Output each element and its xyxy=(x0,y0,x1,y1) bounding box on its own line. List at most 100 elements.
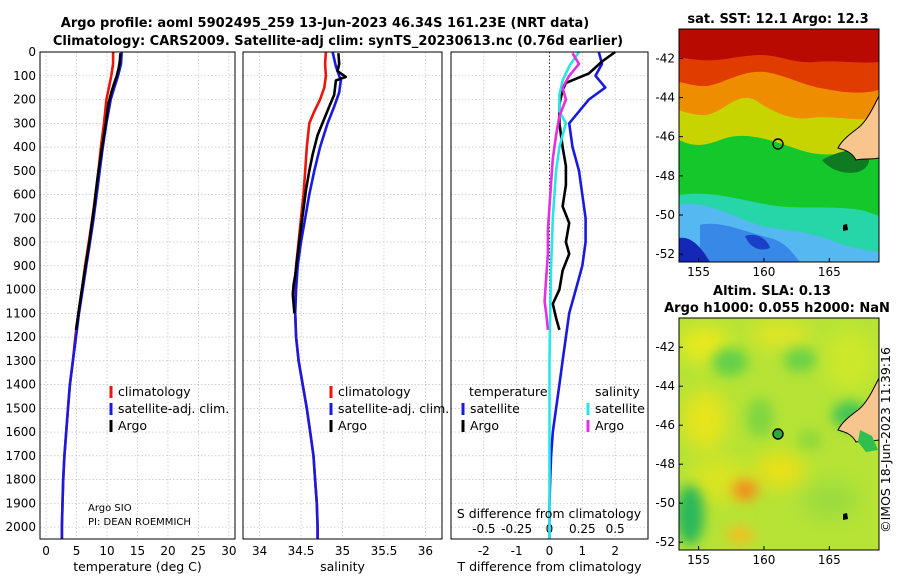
difference-panel: -2 -1 0 1 2-0.5 -0.25 0 0.25 0.5T difference fro… xyxy=(450,50,649,574)
sst-map-title: sat. SST: 12.1 Argo: 12.3 xyxy=(687,12,868,27)
legend-label-climatology: climatology xyxy=(118,384,191,399)
panel-frame xyxy=(450,51,649,540)
series-line-s-argo xyxy=(543,52,581,331)
y-tick-label: 700 xyxy=(13,211,36,225)
y-tick-label: 1800 xyxy=(5,473,36,487)
figure-title-line1: Argo profile: aoml 5902495_259 13-Jun-20… xyxy=(61,16,589,31)
legend-label-s-argo: Argo xyxy=(595,418,624,433)
salinity-legend: climatology satellite-adj. clim. Argo xyxy=(329,384,449,433)
x-tick-label: 2 xyxy=(611,544,619,558)
series-line-satellite-adj-clim- xyxy=(293,51,343,539)
temperature-legend: climatology satellite-adj. clim. Argo xyxy=(109,384,229,433)
panel-frame xyxy=(39,51,236,540)
y-tick-label: 800 xyxy=(13,235,36,249)
x-tick-label: 0 xyxy=(42,544,50,558)
legend-title-salinity: salinity xyxy=(595,384,640,399)
map-x-tick-label: 160 xyxy=(753,553,776,567)
sla-map-title-line1: Altim. SLA: 0.13 xyxy=(713,284,831,299)
map-y-tick-label: -48 xyxy=(655,169,675,183)
map-x-tick-label: 155 xyxy=(687,265,710,279)
sla-map: Altim. SLA: 0.13 Argo h1000: 0.055 h2000… xyxy=(664,284,890,551)
s-tick-label: -0.25 xyxy=(501,522,532,536)
legend-label-t-argo: Argo xyxy=(470,418,499,433)
y-tick-label: 1500 xyxy=(5,401,36,415)
legend-label-t-satellite: satellite xyxy=(470,401,520,416)
difference-legend: temperature satellite Argo salinity sate… xyxy=(461,384,645,433)
y-tick-label: 1200 xyxy=(5,330,36,344)
map-x-tick-label: 165 xyxy=(818,265,841,279)
map-y-tick-label: -48 xyxy=(655,457,675,471)
map-y-tick-label: -44 xyxy=(655,91,675,105)
salinity-panel: 34 34.5 35 35.5 36 salinity xyxy=(242,51,443,574)
map-y-tick-label: -44 xyxy=(655,379,675,393)
series-line-t-argo xyxy=(551,50,616,331)
s-difference-axis-label: S difference from climatology xyxy=(457,506,642,521)
map-x-tick-label: 160 xyxy=(753,265,776,279)
s-tick-label: 0.25 xyxy=(569,522,596,536)
series-line-s-satellite xyxy=(548,51,581,539)
x-tick-label: 0 xyxy=(546,544,554,558)
y-tick-label: 2000 xyxy=(5,520,36,534)
y-tick-label: 1400 xyxy=(5,378,36,392)
map-y-tick-label: -52 xyxy=(655,535,675,549)
series-line-satellite-adj-clim- xyxy=(60,51,123,539)
legend-label-argo: Argo xyxy=(338,418,367,433)
sla-field xyxy=(679,318,879,550)
y-tick-label: 1600 xyxy=(5,425,36,439)
map-x-tick-label: 155 xyxy=(687,553,710,567)
x-axis-label: T difference from climatology xyxy=(456,559,642,574)
sst-map: sat. SST: 12.1 Argo: 12.3 xyxy=(678,12,880,263)
x-tick-label: 34.5 xyxy=(288,544,315,558)
x-axis-label: salinity xyxy=(320,559,365,574)
map-tick-labels: -42 -44 -46 -48 -50 -52 155 160 165 -42 -44 -46 -48 -… xyxy=(655,51,840,567)
panel-frame xyxy=(242,51,443,540)
x-tick-label: 1 xyxy=(579,544,587,558)
y-tick-label: 0 xyxy=(28,45,36,59)
x-tick-label: 20 xyxy=(160,544,175,558)
sla-argo-marker xyxy=(772,428,784,440)
y-tick-label: 400 xyxy=(13,140,36,154)
sst-argo-marker xyxy=(772,138,784,150)
s-tick-label: 0.5 xyxy=(606,522,625,536)
x-tick-label: 35.5 xyxy=(371,544,398,558)
timestamp: ©IMOS 18-Jun-2023 11:39:16 xyxy=(878,347,893,533)
y-tick-label: 1300 xyxy=(5,354,36,368)
credit-line1: Argo SIO xyxy=(88,503,132,514)
y-tick-label: 1100 xyxy=(5,306,36,320)
series-line-argo xyxy=(74,53,122,331)
x-tick-label: 5 xyxy=(73,544,81,558)
y-tick-label: 300 xyxy=(13,116,36,130)
x-tick-label: 10 xyxy=(99,544,114,558)
x-tick-label: 35 xyxy=(335,544,350,558)
map-y-tick-label: -42 xyxy=(655,340,675,354)
x-axis-label: temperature (deg C) xyxy=(73,559,202,574)
y-tick-label: 500 xyxy=(13,164,36,178)
series-line-argo xyxy=(291,53,348,314)
x-tick-label: 25 xyxy=(191,544,206,558)
x-tick-label: 36 xyxy=(418,544,433,558)
y-tick-label: 1900 xyxy=(5,496,36,510)
map-y-tick-label: -46 xyxy=(655,418,675,432)
y-tick-label: 600 xyxy=(13,188,36,202)
legend-label-climatology: climatology xyxy=(338,384,411,399)
map-y-tick-label: -50 xyxy=(655,208,675,222)
x-tick-label: 15 xyxy=(130,544,145,558)
y-tick-label: 1700 xyxy=(5,449,36,463)
legend-label-satellite: satellite-adj. clim. xyxy=(338,401,449,416)
temperature-panel: 0100200300400500600700800900100011001200… xyxy=(5,45,236,574)
legend-label-s-satellite: satellite xyxy=(595,401,645,416)
y-tick-label: 900 xyxy=(13,259,36,273)
x-tick-label: 34 xyxy=(252,544,267,558)
sst-field xyxy=(679,29,879,262)
map-y-tick-label: -42 xyxy=(655,51,675,65)
y-tick-label: 1000 xyxy=(5,283,36,297)
y-tick-label: 100 xyxy=(13,69,36,83)
map-y-tick-label: -50 xyxy=(655,496,675,510)
credit-line2: PI: DEAN ROEMMICH xyxy=(88,517,191,528)
x-tick-label: -1 xyxy=(511,544,523,558)
legend-label-satellite: satellite-adj. clim. xyxy=(118,401,229,416)
legend-label-argo: Argo xyxy=(118,418,147,433)
series-line-t-satellite xyxy=(548,51,607,539)
map-y-tick-label: -52 xyxy=(655,247,675,261)
